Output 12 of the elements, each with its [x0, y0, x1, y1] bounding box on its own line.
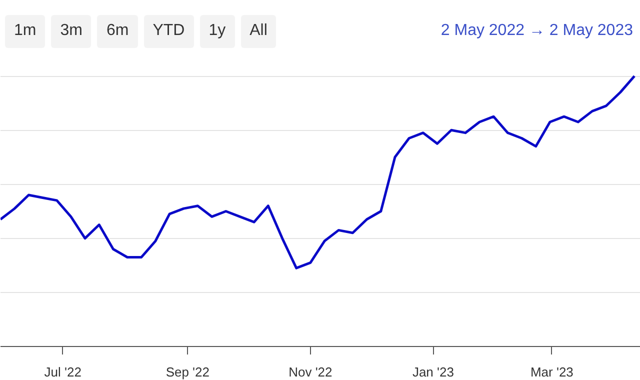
x-tick-label: Jul '22 — [44, 364, 82, 380]
text: YTD — [144, 15, 194, 48]
text: 1y — [200, 15, 235, 48]
x-tick-label: Mar '23 — [530, 364, 574, 380]
text: 1m — [5, 15, 46, 48]
x-tick-label: Jan '23 — [412, 364, 454, 380]
text: All — [240, 15, 276, 48]
chart-subtitle: 2 May 2022 → 2 May 2023 — [440, 22, 633, 39]
x-tick-label: Nov '22 — [288, 364, 332, 380]
text: 6m — [97, 15, 138, 48]
text: 3m — [51, 15, 92, 48]
x-tick-label: Sep '22 — [166, 364, 210, 380]
